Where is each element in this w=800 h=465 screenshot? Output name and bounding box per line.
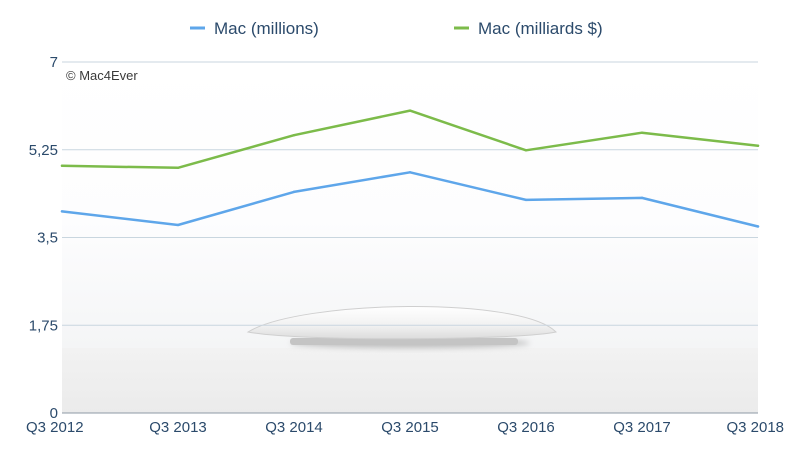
data-point <box>292 190 296 194</box>
y-tick-label: 0 <box>50 405 58 422</box>
data-point <box>524 198 528 202</box>
legend: Mac (millions) Mac (milliards $) <box>190 19 603 38</box>
data-point <box>640 131 644 134</box>
watermark-text: © Mac4Ever <box>66 68 138 83</box>
y-tick-label: 5,25 <box>29 142 58 159</box>
data-point <box>176 223 180 227</box>
data-point <box>408 171 412 174</box>
y-tick-label: 7 <box>50 54 58 71</box>
legend-label: Mac (millions) <box>214 19 319 38</box>
data-point <box>640 196 644 200</box>
x-tick-label: Q3 2014 <box>265 419 323 436</box>
x-tick-label: Q3 2013 <box>149 419 207 436</box>
data-point <box>756 144 760 147</box>
x-tick-label: Q3 2017 <box>613 419 671 436</box>
x-tick-label: Q3 2012 <box>26 419 84 436</box>
data-point <box>408 109 412 112</box>
data-point <box>60 210 64 213</box>
legend-label: Mac (milliards $) <box>478 19 603 38</box>
series-lines <box>60 109 760 228</box>
data-point <box>60 164 64 167</box>
x-tick-label: Q3 2015 <box>381 419 439 436</box>
gridlines <box>62 61 758 414</box>
data-point <box>176 166 180 170</box>
y-tick-label: 3,5 <box>37 230 58 247</box>
axes: 0 1,75 3,5 5,25 7 Q3 2012 Q3 2013 Q3 2014 Q3 201… <box>26 54 784 436</box>
magic-mouse-image <box>246 305 558 348</box>
data-point <box>292 134 296 137</box>
data-point <box>524 149 528 152</box>
x-tick-label: Q3 2018 <box>726 419 784 436</box>
x-tick-label: Q3 2016 <box>497 419 555 436</box>
data-point <box>756 225 760 228</box>
y-tick-label: 1,75 <box>29 317 58 334</box>
